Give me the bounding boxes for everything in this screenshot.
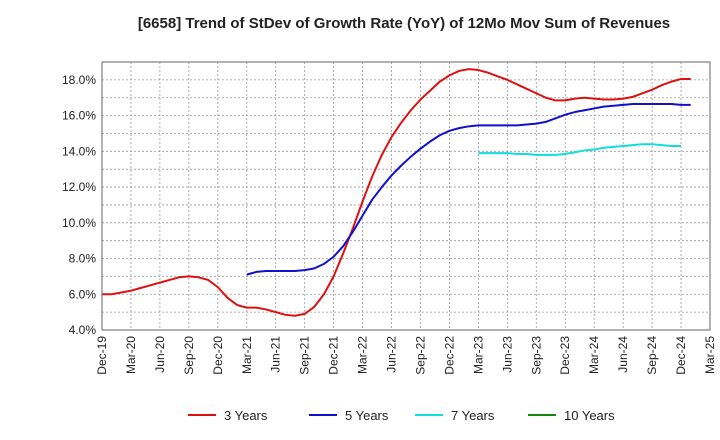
x-tick-label: Jun-22 <box>385 336 399 373</box>
x-tick-label: Sep-20 <box>182 336 196 375</box>
x-tick-label: Mar-22 <box>356 336 370 374</box>
y-tick-label: 14.0% <box>62 144 96 158</box>
gridlines <box>101 61 711 331</box>
legend-label: 7 Years <box>451 408 495 423</box>
series-layer <box>102 68 691 317</box>
x-tick-label: Mar-25 <box>703 336 717 374</box>
legend: 3 Years 5 Years 7 Years 10 Years <box>188 408 615 423</box>
series-line-5-years <box>246 102 691 276</box>
y-tick-label: 6.0% <box>69 287 97 301</box>
x-tick-label: Dec-19 <box>95 336 109 375</box>
x-tick-label: Mar-24 <box>587 336 601 374</box>
x-tick-label: Dec-24 <box>674 336 688 375</box>
y-tick-label: 10.0% <box>62 216 96 230</box>
x-tick-label: Sep-23 <box>529 336 543 375</box>
x-tick-label: Jun-21 <box>269 336 283 373</box>
y-axis-ticks: 4.0% 6.0% 8.0% 10.0% 12.0% 14.0% 16.0% 18.0% <box>62 73 96 337</box>
x-tick-label: Dec-23 <box>558 336 572 375</box>
y-tick-label: 18.0% <box>62 73 96 87</box>
x-tick-label: Dec-21 <box>327 336 341 375</box>
chart-title: [6658] Trend of StDev of Growth Rate (Yo… <box>138 15 670 32</box>
x-axis-ticks: Dec-19 Mar-20 Jun-20 Sep-20 Dec-20 Mar-21 Jun-… <box>95 336 717 375</box>
legend-label: 10 Years <box>564 408 615 423</box>
x-tick-label: Mar-20 <box>124 336 138 374</box>
x-tick-label: Sep-21 <box>298 336 312 375</box>
x-tick-label: Sep-24 <box>645 336 659 375</box>
x-tick-label: Jun-20 <box>153 336 167 373</box>
series-line-3-years <box>102 68 691 317</box>
x-tick-label: Jun-24 <box>616 336 630 373</box>
y-tick-label: 4.0% <box>69 323 97 337</box>
legend-label: 5 Years <box>345 408 389 423</box>
plot-frame <box>101 61 711 331</box>
series-line-7-years <box>478 143 682 156</box>
x-tick-label: Jun-23 <box>500 336 514 373</box>
x-tick-label: Mar-23 <box>471 336 485 374</box>
x-tick-label: Dec-22 <box>442 336 456 375</box>
y-tick-label: 16.0% <box>62 109 96 123</box>
legend-label: 3 Years <box>224 408 268 423</box>
x-tick-label: Mar-21 <box>240 336 254 374</box>
plot-area <box>102 62 710 330</box>
y-tick-label: 8.0% <box>69 252 97 266</box>
y-tick-label: 12.0% <box>62 180 96 194</box>
x-tick-label: Dec-20 <box>211 336 225 375</box>
x-tick-label: Sep-22 <box>413 336 427 375</box>
